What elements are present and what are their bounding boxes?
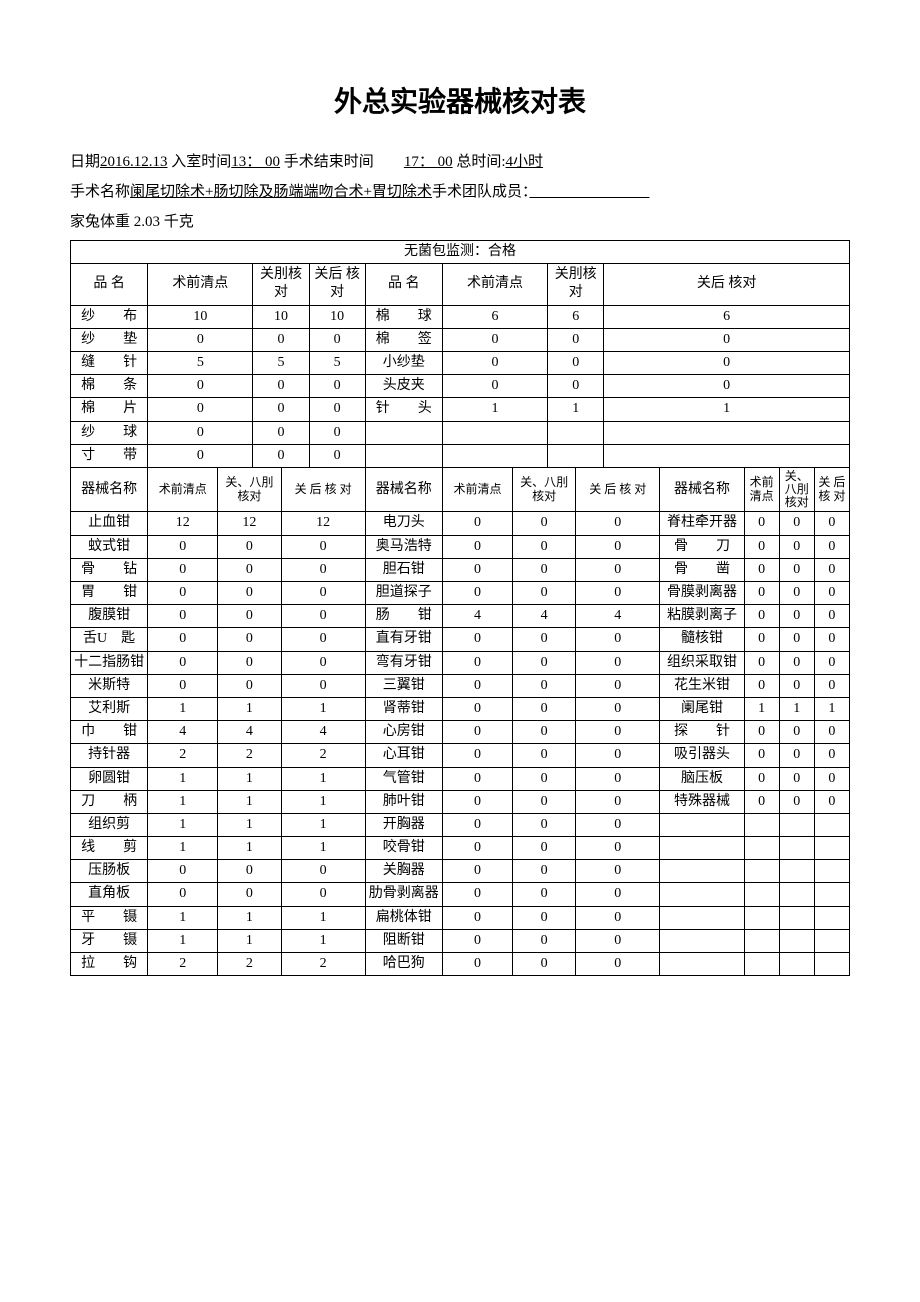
total-label: 总时间: (456, 154, 505, 170)
end-label: 手术结束时间 (284, 154, 374, 170)
date-value: 2016.12.13 (100, 154, 168, 170)
instr-data-row: 牙 镊111阻断钳000 (71, 929, 850, 952)
surgery-label: 手术名称 (70, 184, 130, 200)
instr-data-row: 骨 钻000胆石钳000骨 凿000 (71, 558, 850, 581)
instr-data-row: 组织剪111开胸器000 (71, 813, 850, 836)
team-value (529, 184, 649, 200)
instr-data-row: 止血钳121212电刀头000脊柱牵开器000 (71, 512, 850, 535)
page-title: 外总实验器械核对表 (70, 80, 850, 120)
instr-data-row: 线 剪111咬骨钳000 (71, 837, 850, 860)
instr-data-row: 平 镊111扁桃体钳000 (71, 906, 850, 929)
instr-data-row: 十二指肠钳000弯有牙钳000组织采取钳000 (71, 651, 850, 674)
top-data-row: 棉 片000针 头111 (71, 398, 850, 421)
weight-value: 2.03 千克 (134, 214, 194, 230)
instr-header-row: 器械名称术前清点关、八刖核对关 后 核 对器械名称术前清点关、八刖核对关 后 核… (71, 467, 850, 512)
meta-line-1: 日期2016.12.13 入室时间13： 00 手术结束时间 17： 00 总时… (70, 150, 850, 174)
top-data-row: 纱 垫000棉 签000 (71, 328, 850, 351)
instr-data-row: 腹膜钳000肠 钳444粘膜剥离子000 (71, 605, 850, 628)
meta-line-3: 家兔体重 2.03 千克 (70, 210, 850, 234)
instr-data-row: 拉 钩222哈巴狗000 (71, 953, 850, 976)
total-value: 4小时 (506, 154, 544, 170)
top-data-row: 寸 带000 (71, 444, 850, 467)
instr-data-row: 艾利斯111肾蒂钳000阑尾钳111 (71, 697, 850, 720)
instr-data-row: 直角板000肋骨剥离器000 (71, 883, 850, 906)
meta-line-2: 手术名称阑尾切除术+肠切除及肠端端吻合术+胃切除术手术团队成员： (70, 180, 850, 204)
top-header-row: 品 名术前清点关刖核对关后 核对品 名术前清点关刖核对关后 核对 (71, 264, 850, 305)
end-value: 17： 00 (404, 154, 453, 170)
top-data-row: 棉 条000头皮夹000 (71, 375, 850, 398)
instr-data-row: 蚊式钳000奥马浩特000骨 刀000 (71, 535, 850, 558)
instr-data-row: 压肠板000关胸器000 (71, 860, 850, 883)
checklist-table: 无菌包监测：合格 品 名术前清点关刖核对关后 核对品 名术前清点关刖核对关后 核… (70, 240, 850, 976)
instr-data-row: 卵圆钳111气管钳000脑压板000 (71, 767, 850, 790)
enter-label: 入室时间 (171, 154, 231, 170)
weight-label: 家兔体重 (70, 214, 130, 230)
monitor-cell: 无菌包监测：合格 (71, 241, 850, 264)
instr-data-row: 米斯特000三翼钳000花生米钳000 (71, 674, 850, 697)
top-data-row: 缝 针555小纱垫000 (71, 351, 850, 374)
instr-data-row: 胃 钳000胆道探子000骨膜剥离器000 (71, 582, 850, 605)
monitor-row: 无菌包监测：合格 (71, 241, 850, 264)
date-label: 日期 (70, 154, 100, 170)
team-label: 手术团队成员： (432, 184, 530, 200)
instr-data-row: 刀 柄111肺叶钳000特殊器械000 (71, 790, 850, 813)
enter-value: 13： 00 (231, 154, 280, 170)
top-data-row: 纱 球000 (71, 421, 850, 444)
surgery-value: 阑尾切除术+肠切除及肠端端吻合术+胃切除术 (130, 184, 432, 200)
instr-data-row: 巾 钳444心房钳000探 针000 (71, 721, 850, 744)
top-data-row: 纱 布101010棉 球666 (71, 305, 850, 328)
instr-data-row: 持针器222心耳钳000吸引器头000 (71, 744, 850, 767)
instr-data-row: 舌U 匙000直有牙钳000髓核钳000 (71, 628, 850, 651)
